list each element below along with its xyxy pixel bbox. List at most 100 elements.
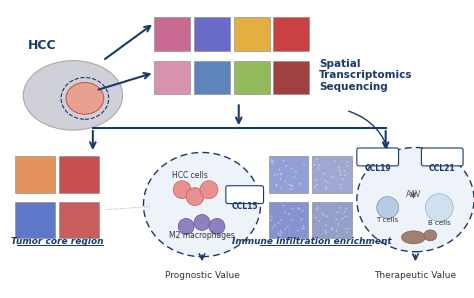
Text: CCL19: CCL19 <box>365 164 391 173</box>
Circle shape <box>209 218 225 234</box>
Circle shape <box>284 211 286 213</box>
FancyBboxPatch shape <box>59 202 99 238</box>
Ellipse shape <box>424 230 437 241</box>
Circle shape <box>338 170 340 171</box>
Circle shape <box>316 158 318 160</box>
Circle shape <box>325 188 327 190</box>
Circle shape <box>315 217 317 218</box>
Circle shape <box>178 218 194 234</box>
Circle shape <box>280 178 282 180</box>
Circle shape <box>277 233 280 235</box>
Circle shape <box>298 229 300 232</box>
Circle shape <box>344 175 346 177</box>
Circle shape <box>337 211 338 213</box>
Circle shape <box>271 215 273 217</box>
FancyBboxPatch shape <box>15 156 55 193</box>
Circle shape <box>318 220 320 222</box>
Circle shape <box>289 184 291 186</box>
Text: HCC: HCC <box>28 39 57 52</box>
Circle shape <box>347 165 349 167</box>
Circle shape <box>313 164 315 166</box>
Circle shape <box>291 219 292 221</box>
FancyBboxPatch shape <box>234 61 270 94</box>
Text: M2 macrophages: M2 macrophages <box>169 231 235 240</box>
Circle shape <box>281 219 283 221</box>
FancyBboxPatch shape <box>269 202 308 238</box>
Circle shape <box>331 228 333 230</box>
Circle shape <box>340 172 342 174</box>
Circle shape <box>323 173 325 174</box>
FancyBboxPatch shape <box>273 17 309 51</box>
Circle shape <box>301 218 302 220</box>
Circle shape <box>270 219 272 221</box>
Circle shape <box>317 207 319 209</box>
Circle shape <box>346 231 348 233</box>
Circle shape <box>298 208 300 210</box>
Circle shape <box>343 170 345 172</box>
Circle shape <box>314 186 316 188</box>
Circle shape <box>281 232 283 234</box>
Circle shape <box>271 161 273 163</box>
Circle shape <box>299 183 301 185</box>
Circle shape <box>293 176 295 178</box>
Circle shape <box>284 181 286 182</box>
Circle shape <box>332 228 334 230</box>
Circle shape <box>327 181 328 183</box>
Text: Prognostic Value: Prognostic Value <box>164 271 239 280</box>
Circle shape <box>284 228 286 230</box>
Circle shape <box>325 224 327 226</box>
Circle shape <box>291 185 293 187</box>
Circle shape <box>347 228 349 230</box>
Circle shape <box>285 165 287 167</box>
Circle shape <box>338 167 340 169</box>
Circle shape <box>324 229 326 232</box>
Text: CCL15: CCL15 <box>231 201 258 211</box>
Circle shape <box>275 185 277 187</box>
Circle shape <box>280 187 282 189</box>
Ellipse shape <box>66 83 104 114</box>
Circle shape <box>326 215 328 217</box>
Circle shape <box>303 164 305 166</box>
Circle shape <box>276 173 278 175</box>
Circle shape <box>273 225 276 226</box>
Circle shape <box>279 169 281 171</box>
Circle shape <box>303 227 305 229</box>
Circle shape <box>345 228 347 230</box>
FancyBboxPatch shape <box>15 202 55 238</box>
Circle shape <box>287 226 289 228</box>
Circle shape <box>316 209 319 211</box>
FancyBboxPatch shape <box>312 156 352 193</box>
Text: T cells: T cells <box>376 218 399 224</box>
Text: AAV: AAV <box>406 190 421 199</box>
Circle shape <box>321 212 323 214</box>
Circle shape <box>295 171 297 173</box>
Text: CCL21: CCL21 <box>429 164 456 173</box>
Circle shape <box>336 230 337 232</box>
Circle shape <box>302 210 304 212</box>
Circle shape <box>288 213 290 215</box>
Circle shape <box>276 184 278 186</box>
Circle shape <box>271 226 273 229</box>
Text: HCC cells: HCC cells <box>172 171 208 180</box>
Text: Immune infiltration enrichment: Immune infiltration enrichment <box>232 237 392 246</box>
Circle shape <box>292 208 293 210</box>
Circle shape <box>272 162 273 164</box>
Circle shape <box>325 232 327 234</box>
Circle shape <box>340 183 342 185</box>
Circle shape <box>334 160 336 162</box>
Circle shape <box>280 173 282 175</box>
Circle shape <box>342 179 344 180</box>
Circle shape <box>173 181 191 199</box>
Text: B cells: B cells <box>428 221 451 226</box>
Circle shape <box>270 159 272 161</box>
Circle shape <box>302 225 304 227</box>
Circle shape <box>194 215 210 230</box>
Circle shape <box>346 207 347 209</box>
Circle shape <box>345 215 346 217</box>
Circle shape <box>337 223 339 225</box>
Text: Tumor core region: Tumor core region <box>11 237 103 246</box>
FancyBboxPatch shape <box>421 148 463 166</box>
Circle shape <box>279 234 282 236</box>
Circle shape <box>291 184 292 186</box>
Circle shape <box>338 207 340 209</box>
